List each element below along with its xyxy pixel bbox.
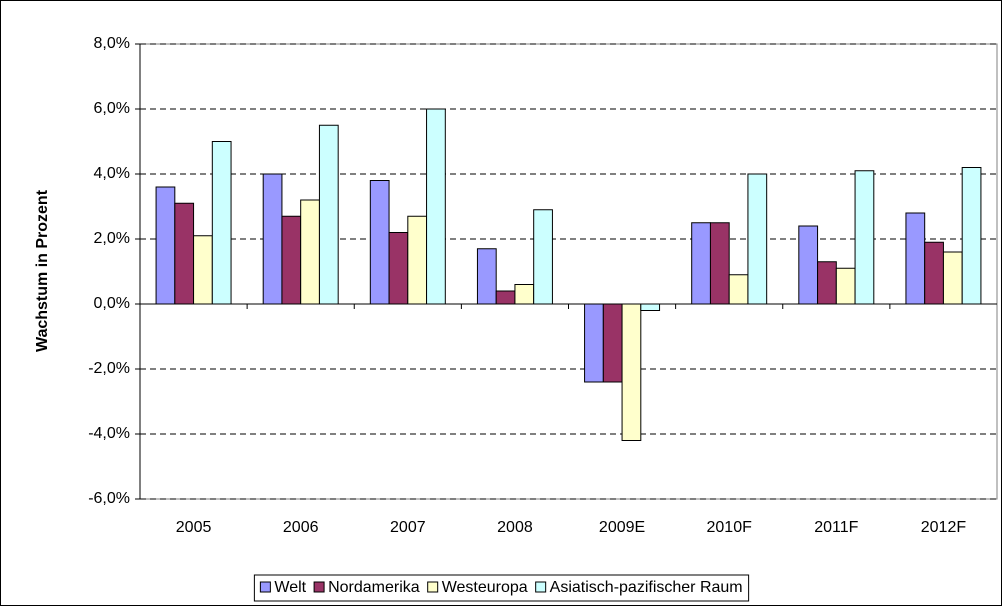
- bar: [533, 209, 553, 305]
- bar: [174, 202, 195, 305]
- y-tick-label: 2,0%: [94, 230, 130, 247]
- bar: [426, 108, 446, 305]
- bar: [388, 232, 409, 305]
- bar: [905, 212, 926, 305]
- x-tick-label: 2007: [390, 519, 426, 536]
- bar: [691, 222, 711, 305]
- bar: [942, 251, 963, 305]
- y-tick-label: 8,0%: [94, 35, 130, 52]
- y-axis-title: Wachstum in Prozent: [34, 189, 51, 352]
- bar: [924, 241, 944, 305]
- bar: [747, 173, 768, 305]
- x-tick-label: 2010F: [707, 519, 753, 536]
- legend-label: Westeuropa: [442, 579, 528, 596]
- y-tick-label: -2,0%: [88, 360, 130, 377]
- bar: [155, 186, 176, 305]
- bar: [262, 173, 283, 305]
- y-tick-label: 4,0%: [94, 165, 130, 182]
- bar: [798, 225, 819, 305]
- bar: [476, 248, 497, 305]
- legend-label: Asiatisch-pazifischer Raum: [550, 579, 743, 596]
- x-tick-label: 2009E: [599, 519, 645, 536]
- bar: [640, 303, 661, 311]
- legend-swatch: [259, 581, 271, 593]
- bar: [281, 215, 302, 305]
- legend-label: Nordamerika: [328, 579, 420, 596]
- y-tick-label: -4,0%: [88, 425, 130, 442]
- bar: [369, 180, 390, 305]
- legend-swatch: [427, 581, 439, 593]
- bar: [584, 303, 604, 383]
- legend: [253, 574, 750, 602]
- x-tick-label: 2008: [497, 519, 533, 536]
- bar: [514, 284, 535, 305]
- bar: [728, 274, 749, 305]
- legend-label: Welt: [274, 579, 306, 596]
- bar: [495, 290, 516, 305]
- bar: [621, 303, 642, 441]
- legend-swatch: [535, 581, 547, 593]
- bar: [854, 170, 875, 305]
- y-tick-label: 0,0%: [94, 295, 130, 312]
- bar: [318, 124, 339, 305]
- bar: [407, 215, 428, 305]
- legend-swatch: [313, 581, 325, 593]
- y-tick-label: -6,0%: [88, 490, 130, 507]
- bar: [211, 141, 232, 305]
- bar: [602, 303, 623, 383]
- x-tick-label: 2011F: [814, 519, 858, 536]
- y-tick-label: 6,0%: [94, 100, 130, 117]
- bar: [817, 261, 837, 305]
- bar: [709, 222, 730, 305]
- bar: [961, 167, 982, 305]
- x-tick-label: 2006: [283, 519, 319, 536]
- bar: [835, 267, 856, 305]
- bar: [193, 235, 213, 305]
- bar: [300, 199, 320, 305]
- x-tick-label: 2005: [176, 519, 212, 536]
- x-tick-label: 2012F: [921, 519, 967, 536]
